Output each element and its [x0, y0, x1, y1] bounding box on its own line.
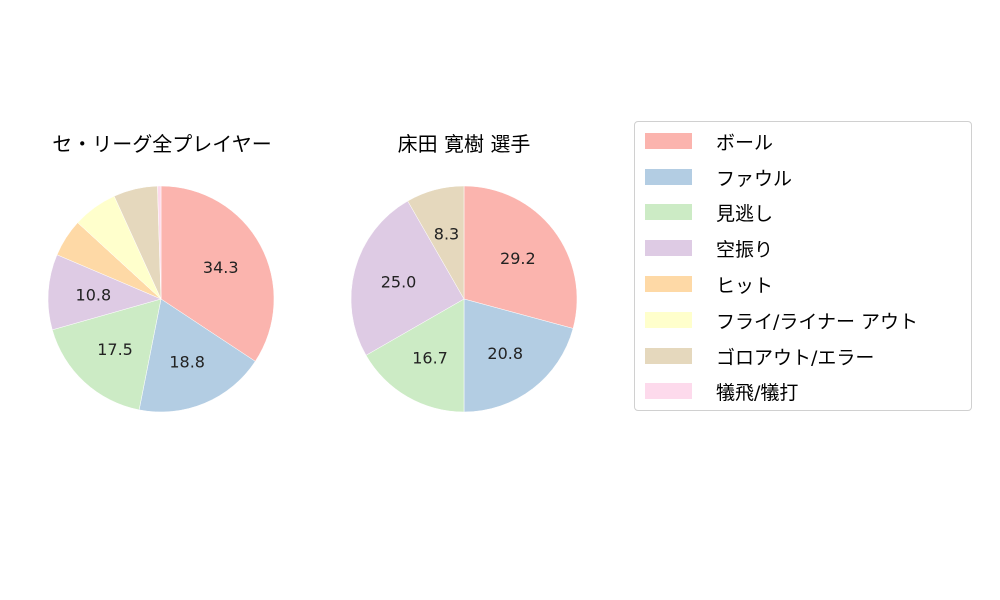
pie-slice [51, 298, 162, 411]
legend-item-fly-liner-out: フライ/ライナー アウト [645, 308, 919, 333]
legend-item-called-strike: 見逃し [645, 200, 774, 225]
legend-item-ball: ボール [645, 129, 774, 154]
legend-label: ヒット [716, 274, 774, 297]
legend-item-foul: ファウル [645, 165, 793, 190]
legend-label: 犠飛/犠打 [716, 381, 799, 404]
pie-slice [47, 254, 162, 331]
slice-label: 10.8 [76, 286, 112, 305]
legend: ボール ファウル 見逃し 空振り ヒット フライ/ライナー アウト ゴロアウト/… [634, 121, 972, 411]
legend-label: フライ/ライナー アウト [716, 310, 919, 333]
legend-item-sacrifice: 犠飛/犠打 [645, 379, 799, 404]
legend-swatch [645, 204, 692, 220]
slice-label: 17.5 [97, 340, 133, 359]
slice-label: 18.8 [169, 353, 205, 372]
left-chart-title: セ・リーグ全プレイヤー [52, 132, 272, 156]
legend-label: ボール [716, 131, 774, 154]
pie-slice [157, 185, 162, 300]
slice-label: 29.2 [500, 249, 536, 268]
pie-slice [138, 298, 256, 413]
pie-slice [407, 185, 465, 300]
right-chart-title: 床田 寛樹 選手 [397, 132, 531, 156]
legend-swatch [645, 276, 692, 292]
legend-label: ゴロアウト/エラー [716, 346, 875, 369]
legend-label: 空振り [716, 238, 774, 261]
legend-swatch [645, 312, 692, 328]
pie-slice [350, 200, 465, 356]
legend-swatch [645, 348, 692, 364]
pie-slice [365, 298, 465, 413]
pie-slice [463, 298, 574, 413]
legend-label: ファウル [716, 167, 793, 190]
slice-label: 8.3 [434, 224, 459, 243]
legend-item-hit: ヒット [645, 272, 774, 297]
slice-label: 16.7 [412, 349, 448, 368]
slice-label: 20.8 [487, 344, 523, 363]
legend-swatch [645, 169, 692, 185]
legend-swatch [645, 133, 692, 149]
legend-swatch [645, 383, 692, 399]
slice-label: 34.3 [203, 258, 239, 277]
slice-label: 25.0 [381, 272, 417, 291]
legend-item-grounder-error: ゴロアウト/エラー [645, 344, 875, 369]
legend-item-swinging-strike: 空振り [645, 236, 774, 261]
legend-swatch [645, 240, 692, 256]
pie-slice [463, 185, 578, 329]
legend-label: 見逃し [716, 202, 774, 225]
